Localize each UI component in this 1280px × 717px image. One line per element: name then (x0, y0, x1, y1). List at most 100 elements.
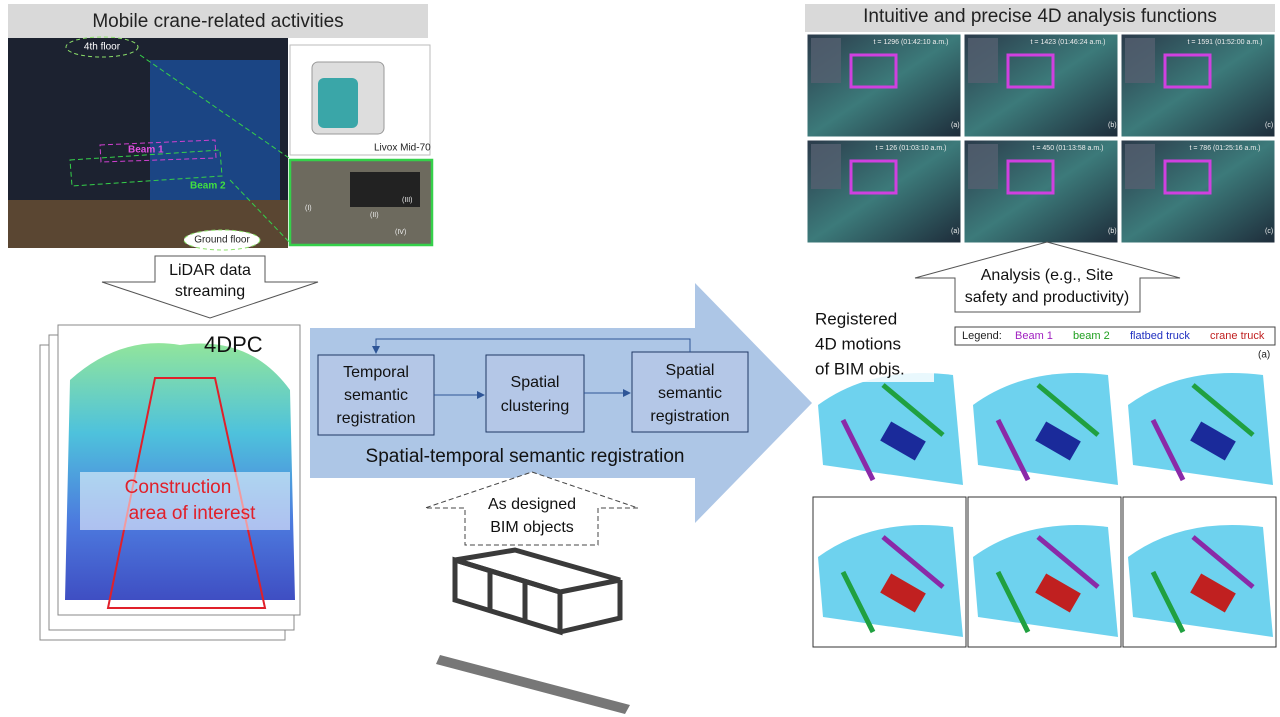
sensor-label: Livox Mid-70 (374, 143, 431, 154)
vehicle (880, 421, 926, 461)
callout-line (139, 54, 293, 161)
step-label: clustering (501, 398, 569, 415)
arrow-label: As designed (488, 496, 576, 513)
panel-tag: (c) (1265, 228, 1273, 235)
object-track (1036, 383, 1100, 437)
bim-beam (436, 655, 630, 714)
object-track (840, 418, 876, 482)
info-panel (811, 38, 841, 83)
photo-label: Ground floor (194, 235, 250, 246)
structure (1006, 159, 1055, 195)
step-label: registration (336, 410, 415, 427)
object-track (1150, 418, 1186, 482)
time-label: t = 1423 (01:46:24 a.m.) (1031, 39, 1106, 46)
structure (1163, 53, 1212, 89)
vehicle (1190, 421, 1236, 461)
legend-item: Beam 1 (1015, 330, 1053, 342)
up-arrow (914, 241, 1181, 313)
time-label: t = 1591 (01:52:00 a.m.) (1188, 39, 1263, 46)
legend-item: flatbed truck (1130, 330, 1190, 342)
vehicle (1035, 421, 1081, 461)
step-label: Temporal (343, 364, 409, 381)
floor-ring (65, 36, 139, 58)
time-label: t = 450 (01:13:58 a.m.) (1032, 145, 1103, 152)
step-label: Spatial (666, 362, 715, 379)
registered-label: 4D motions (815, 334, 901, 353)
pc-title: 4DPC (204, 332, 263, 357)
info-panel (1125, 38, 1155, 83)
legend-item: crane truck (1210, 330, 1265, 342)
area-box (106, 377, 267, 609)
device-label: (I) (305, 205, 312, 212)
photo-label: 4th floor (84, 42, 121, 53)
arrow-label: streaming (175, 283, 245, 300)
object-track (881, 535, 945, 589)
time-label: t = 786 (01:25:16 a.m.) (1189, 145, 1260, 152)
time-label: t = 126 (01:03:10 a.m.) (875, 145, 946, 152)
object-track (995, 418, 1031, 482)
floor-ring (183, 229, 261, 251)
legend-title: Legend: (962, 330, 1002, 342)
screenshot-grid: t = 1296 (01:42:10 a.m.) (a) t = 1423 (01:… (806, 33, 1276, 244)
registered-label: Registered (815, 309, 897, 328)
title-box (8, 4, 428, 38)
info-panel (811, 144, 841, 189)
bim-truss (452, 547, 623, 636)
object-track (1191, 535, 1255, 589)
arrow-label: LiDAR data (169, 262, 251, 279)
beam-box (99, 139, 217, 163)
device-label: (IV) (395, 229, 406, 236)
motion-grid (812, 345, 1277, 648)
object-track (881, 383, 945, 437)
arrow-label: BIM objects (490, 519, 574, 536)
panel-tag: (b) (1108, 228, 1117, 235)
device-screen (350, 172, 420, 207)
vehicle (1190, 573, 1236, 613)
structure (1006, 53, 1055, 89)
sensor-lens (318, 78, 358, 128)
down-arrow (101, 255, 319, 319)
structure (849, 159, 898, 195)
device-label: (II) (370, 212, 379, 219)
info-panel (1125, 144, 1155, 189)
step-box (485, 354, 585, 433)
feedback-arrow (372, 338, 691, 354)
info-panel (968, 144, 998, 189)
vehicle (1035, 573, 1081, 613)
step-label: semantic (658, 385, 722, 402)
step-label: registration (650, 408, 729, 425)
info-panel (968, 38, 998, 83)
area-label: area of interest (129, 503, 256, 524)
panel-tag: (a) (1258, 350, 1270, 361)
panel-tag: (b) (1108, 122, 1117, 129)
point-cloud (65, 343, 295, 600)
legend (954, 326, 1276, 346)
beam-box (69, 149, 223, 187)
dashed-up-arrow (424, 471, 639, 546)
object-track (1191, 383, 1255, 437)
title-box (805, 4, 1275, 32)
panel-tag: (c) (1265, 122, 1273, 129)
area-label: Construction (125, 477, 232, 498)
arrow-label: safety and productivity) (965, 289, 1130, 306)
step-label: Spatial (511, 374, 560, 391)
panel-title: Mobile crane-related activities (92, 11, 343, 32)
object-track (995, 570, 1031, 634)
legend-item: beam 2 (1073, 330, 1110, 342)
device-label: (III) (402, 197, 413, 204)
photo-label: Beam 2 (190, 181, 226, 192)
step-box (631, 351, 749, 433)
panel-tag: (a) (951, 228, 960, 235)
registered-label: of BIM objs. (815, 359, 905, 378)
vehicle (880, 573, 926, 613)
object-track (1036, 535, 1100, 589)
pipeline-caption: Spatial-temporal semantic registration (366, 446, 685, 467)
panel-title: Intuitive and precise 4D analysis functi… (863, 6, 1217, 27)
structure (1163, 159, 1212, 195)
step-label: semantic (344, 387, 408, 404)
structure (849, 53, 898, 89)
object-track (840, 570, 876, 634)
